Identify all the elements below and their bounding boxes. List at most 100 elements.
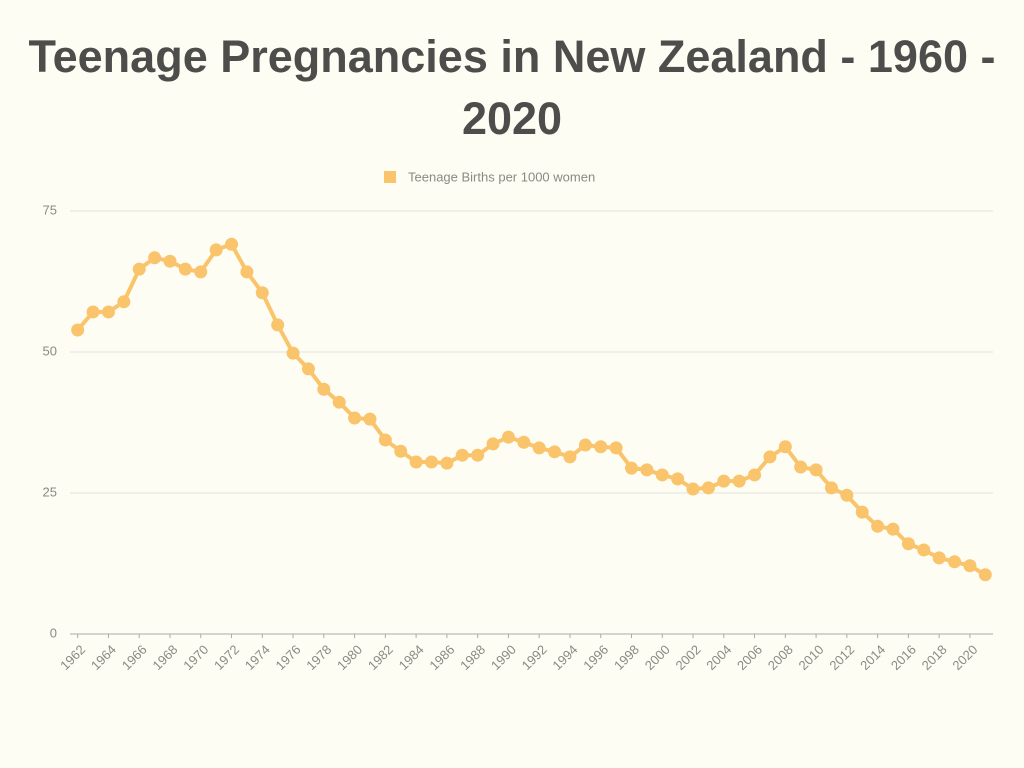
point [948,555,962,569]
point [394,444,408,458]
point [71,323,85,337]
y-tick-label: 25 [43,484,57,499]
point [517,435,531,449]
point [178,262,192,276]
point [871,519,885,533]
point [440,456,454,470]
point [271,318,285,332]
x-tick-label: 2012 [826,642,857,673]
point [117,295,131,309]
x-tick-label: 1974 [242,642,273,673]
x-tick-label: 1988 [457,642,488,673]
point [363,412,377,426]
point [855,505,869,519]
point [794,460,808,474]
point [378,433,392,447]
chart-title: Teenage Pregnancies in New Zealand - 196… [28,31,996,144]
x-tick-label: 1972 [211,642,242,673]
point [209,243,223,257]
point [163,254,177,268]
x-tick-label: 1992 [519,642,550,673]
point [455,448,469,462]
x-tick-label: 1990 [488,642,519,673]
x-tick-label: 2014 [857,642,888,673]
point [132,262,146,276]
x-tick-label: 1976 [273,642,304,673]
x-tick-label: 1962 [57,642,88,673]
point [409,455,423,469]
point [686,482,700,496]
point [655,468,669,482]
x-tick-label: 2008 [765,642,796,673]
point [563,450,577,464]
legend-swatch [384,171,396,183]
x-tick-label: 1998 [611,642,642,673]
point [886,522,900,536]
x-tick-label: 1984 [396,642,427,673]
point [148,251,162,265]
y-tick-label: 0 [50,625,57,640]
x-tick-label: 1966 [119,642,150,673]
x-tick-label: 2006 [734,642,765,673]
x-tick-label: 1970 [180,642,211,673]
x-tick-label: 2004 [703,642,734,673]
x-tick-label: 2016 [888,642,919,673]
x-tick-label: 1994 [549,642,580,673]
y-tick-label: 50 [43,343,57,358]
x-tick-label: 1978 [303,642,334,673]
point [548,445,562,459]
point [701,481,715,495]
point [671,472,685,486]
point [501,430,515,444]
point [778,440,792,454]
legend-label: Teenage Births per 1000 women [408,169,595,184]
point [748,468,762,482]
point [240,265,254,279]
point [578,438,592,452]
point [86,305,100,319]
x-tick-label: 2002 [673,642,704,673]
point [917,543,931,557]
y-tick-label: 75 [43,202,57,217]
point [932,551,946,565]
point [732,474,746,488]
point [286,346,300,360]
point [640,463,654,477]
x-tick-label: 1986 [426,642,457,673]
x-tick-label: 2018 [919,642,950,673]
x-tick-label: 1982 [365,642,396,673]
point [963,559,977,573]
x-tick-label: 2010 [796,642,827,673]
point [763,450,777,464]
point [532,441,546,455]
point [594,440,608,454]
x-tick-label: 1968 [149,642,180,673]
x-tick-label: 1996 [580,642,611,673]
point [824,481,838,495]
point [809,463,823,477]
x-tick-label: 2020 [949,642,980,673]
point [348,411,362,425]
point [840,488,854,502]
point [101,305,115,319]
point [609,441,623,455]
x-tick-label: 1964 [88,642,119,673]
point [255,286,269,300]
point [194,265,208,279]
point [901,537,915,551]
line [76,242,987,577]
point [486,437,500,451]
point [978,568,992,582]
point [317,382,331,396]
point [332,395,346,409]
point [225,237,239,251]
point [425,455,439,469]
point [471,448,485,462]
point [624,461,638,475]
x-tick-label: 2000 [642,642,673,673]
x-tick-label: 1980 [334,642,365,673]
point [717,474,731,488]
point [301,362,315,376]
